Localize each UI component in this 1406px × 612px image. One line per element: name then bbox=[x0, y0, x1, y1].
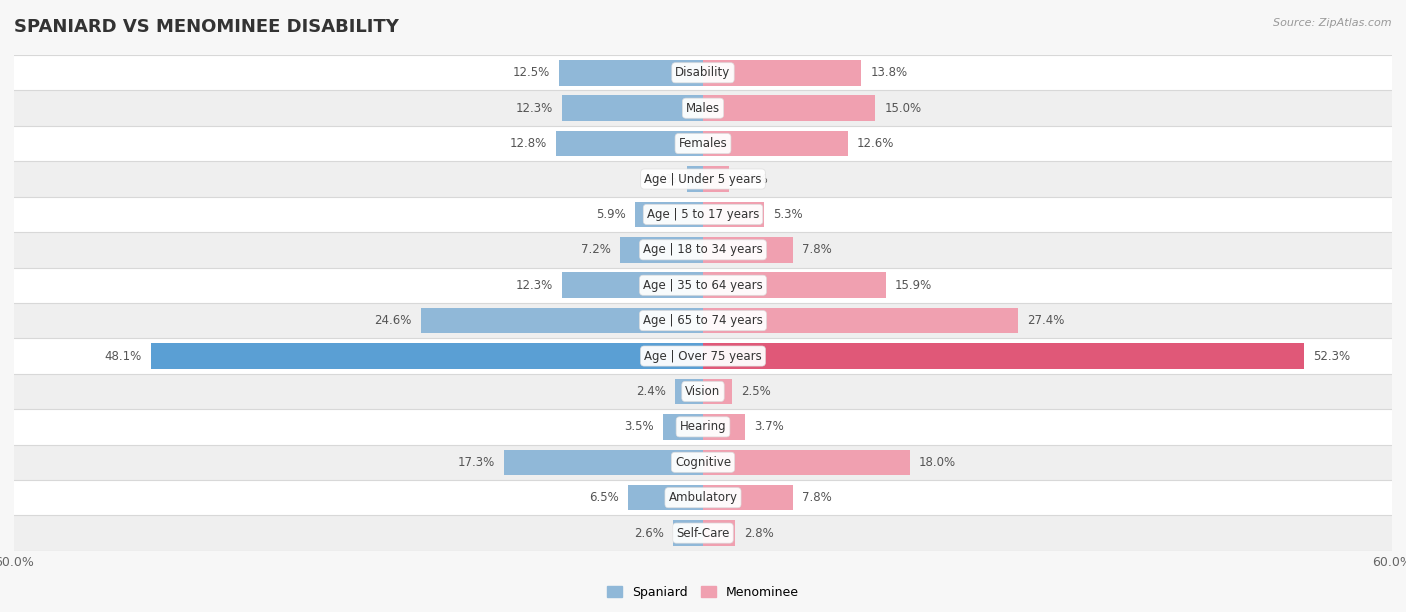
Bar bbox=[703, 520, 735, 546]
Bar bbox=[628, 485, 703, 510]
Text: 12.5%: 12.5% bbox=[513, 66, 550, 80]
Text: Females: Females bbox=[679, 137, 727, 150]
Text: 2.8%: 2.8% bbox=[744, 526, 775, 540]
Text: 1.4%: 1.4% bbox=[648, 173, 678, 185]
Bar bbox=[703, 131, 848, 156]
Bar bbox=[14, 126, 1392, 162]
Bar bbox=[560, 60, 703, 86]
Bar bbox=[703, 237, 793, 263]
Text: Age | Under 5 years: Age | Under 5 years bbox=[644, 173, 762, 185]
Text: 24.6%: 24.6% bbox=[374, 314, 412, 327]
Bar bbox=[14, 55, 1392, 91]
Bar bbox=[562, 95, 703, 121]
Bar bbox=[14, 338, 1392, 374]
Bar bbox=[14, 91, 1392, 126]
Bar bbox=[703, 379, 731, 404]
Bar bbox=[662, 414, 703, 439]
Text: 17.3%: 17.3% bbox=[458, 456, 495, 469]
Bar bbox=[14, 444, 1392, 480]
Text: 15.0%: 15.0% bbox=[884, 102, 921, 114]
Bar bbox=[14, 232, 1392, 267]
Bar bbox=[14, 196, 1392, 232]
Text: 12.6%: 12.6% bbox=[856, 137, 894, 150]
Bar bbox=[14, 303, 1392, 338]
Text: Hearing: Hearing bbox=[679, 420, 727, 433]
Legend: Spaniard, Menominee: Spaniard, Menominee bbox=[602, 581, 804, 604]
Bar bbox=[555, 131, 703, 156]
Bar bbox=[505, 450, 703, 475]
Text: 52.3%: 52.3% bbox=[1313, 349, 1350, 362]
Text: Age | 5 to 17 years: Age | 5 to 17 years bbox=[647, 208, 759, 221]
Text: Age | 18 to 34 years: Age | 18 to 34 years bbox=[643, 244, 763, 256]
Bar bbox=[703, 272, 886, 298]
Bar bbox=[703, 60, 862, 86]
Text: Males: Males bbox=[686, 102, 720, 114]
Text: 6.5%: 6.5% bbox=[589, 491, 619, 504]
Bar bbox=[150, 343, 703, 369]
Text: Self-Care: Self-Care bbox=[676, 526, 730, 540]
Text: 3.5%: 3.5% bbox=[624, 420, 654, 433]
Text: 5.9%: 5.9% bbox=[596, 208, 626, 221]
Bar bbox=[562, 272, 703, 298]
Text: 12.3%: 12.3% bbox=[516, 278, 553, 292]
Text: SPANIARD VS MENOMINEE DISABILITY: SPANIARD VS MENOMINEE DISABILITY bbox=[14, 18, 399, 36]
Bar bbox=[675, 379, 703, 404]
Text: Age | 35 to 64 years: Age | 35 to 64 years bbox=[643, 278, 763, 292]
Bar bbox=[14, 162, 1392, 196]
Bar bbox=[420, 308, 703, 334]
Bar bbox=[620, 237, 703, 263]
Bar bbox=[703, 166, 730, 192]
Text: 48.1%: 48.1% bbox=[104, 349, 142, 362]
Bar bbox=[703, 343, 1303, 369]
Text: 7.2%: 7.2% bbox=[581, 244, 612, 256]
Text: Age | Over 75 years: Age | Over 75 years bbox=[644, 349, 762, 362]
Text: 18.0%: 18.0% bbox=[920, 456, 956, 469]
Bar bbox=[703, 450, 910, 475]
Bar bbox=[14, 480, 1392, 515]
Text: 3.7%: 3.7% bbox=[755, 420, 785, 433]
Text: 2.3%: 2.3% bbox=[738, 173, 768, 185]
Text: Cognitive: Cognitive bbox=[675, 456, 731, 469]
Bar bbox=[703, 202, 763, 227]
Text: 2.4%: 2.4% bbox=[637, 385, 666, 398]
Text: 5.3%: 5.3% bbox=[773, 208, 803, 221]
Text: 13.8%: 13.8% bbox=[870, 66, 908, 80]
Text: 2.5%: 2.5% bbox=[741, 385, 770, 398]
Bar bbox=[703, 308, 1018, 334]
Text: 7.8%: 7.8% bbox=[801, 491, 831, 504]
Text: 12.8%: 12.8% bbox=[509, 137, 547, 150]
Text: Vision: Vision bbox=[685, 385, 721, 398]
Text: 27.4%: 27.4% bbox=[1026, 314, 1064, 327]
Bar bbox=[703, 95, 875, 121]
Text: Disability: Disability bbox=[675, 66, 731, 80]
Bar bbox=[703, 485, 793, 510]
Bar bbox=[688, 166, 703, 192]
Text: 15.9%: 15.9% bbox=[894, 278, 932, 292]
Bar bbox=[636, 202, 703, 227]
Text: Ambulatory: Ambulatory bbox=[668, 491, 738, 504]
Text: 7.8%: 7.8% bbox=[801, 244, 831, 256]
Text: Source: ZipAtlas.com: Source: ZipAtlas.com bbox=[1274, 18, 1392, 28]
Bar bbox=[14, 267, 1392, 303]
Bar bbox=[14, 409, 1392, 444]
Bar bbox=[14, 374, 1392, 409]
Text: 2.6%: 2.6% bbox=[634, 526, 664, 540]
Bar bbox=[673, 520, 703, 546]
Text: Age | 65 to 74 years: Age | 65 to 74 years bbox=[643, 314, 763, 327]
Bar bbox=[703, 414, 745, 439]
Bar bbox=[14, 515, 1392, 551]
Text: 12.3%: 12.3% bbox=[516, 102, 553, 114]
